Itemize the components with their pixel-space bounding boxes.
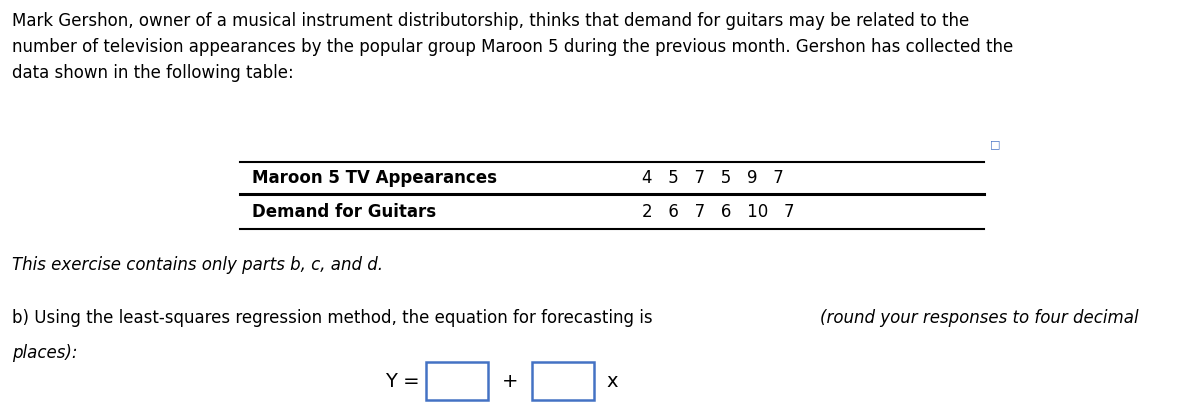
- Text: Y =: Y =: [385, 372, 420, 391]
- Text: x: x: [606, 372, 618, 391]
- Text: Mark Gershon, owner of a musical instrument distributorship, thinks that demand : Mark Gershon, owner of a musical instrum…: [12, 12, 1013, 82]
- Text: □: □: [990, 139, 1001, 149]
- FancyBboxPatch shape: [426, 362, 488, 400]
- Text: (round your responses to four decimal: (round your responses to four decimal: [820, 309, 1139, 327]
- Text: 2   6   7   6   10   7: 2 6 7 6 10 7: [642, 203, 794, 221]
- FancyBboxPatch shape: [532, 362, 594, 400]
- Text: 4   5   7   5   9   7: 4 5 7 5 9 7: [642, 169, 784, 187]
- Text: b) Using the least-squares regression method, the equation for forecasting is: b) Using the least-squares regression me…: [12, 309, 658, 327]
- Text: Demand for Guitars: Demand for Guitars: [252, 203, 436, 221]
- Text: +: +: [502, 372, 518, 391]
- Text: Maroon 5 TV Appearances: Maroon 5 TV Appearances: [252, 169, 497, 187]
- Text: places):: places):: [12, 344, 78, 362]
- Text: This exercise contains only parts b, c, and d.: This exercise contains only parts b, c, …: [12, 256, 383, 274]
